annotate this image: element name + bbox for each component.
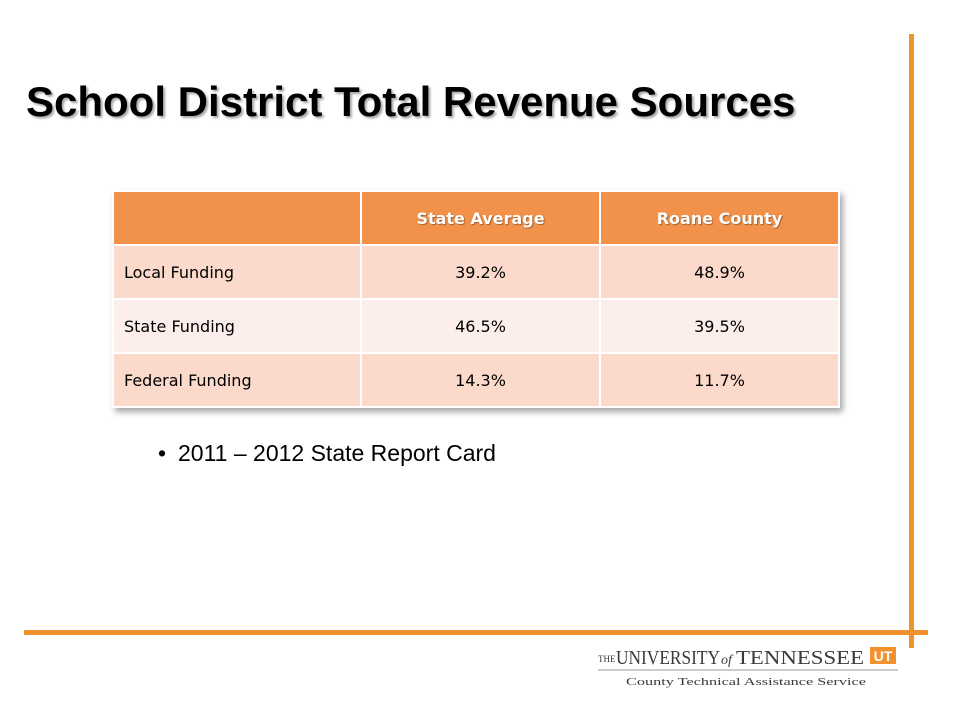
revenue-table: State Average Roane County Local Funding…	[112, 190, 840, 408]
row-label: Federal Funding	[112, 352, 362, 408]
logo-of: of	[721, 653, 734, 668]
bullet-item: • 2011 – 2012 State Report Card	[158, 440, 496, 467]
university-logo: THE UNIVERSITY of TENNESSEE UT County Te…	[598, 647, 898, 688]
logo-the: THE	[598, 654, 616, 664]
roane-county-value: 11.7%	[599, 352, 840, 408]
table-header-row: State Average Roane County	[112, 190, 840, 246]
header-roane-county: Roane County	[599, 190, 840, 246]
roane-county-value: 48.9%	[599, 244, 840, 300]
state-average-value: 39.2%	[360, 244, 601, 300]
table-row: Federal Funding 14.3% 11.7%	[112, 352, 840, 408]
bullet-text: 2011 – 2012 State Report Card	[178, 440, 496, 466]
header-corner-cell	[112, 190, 362, 246]
vertical-accent-line	[909, 34, 914, 648]
state-average-value: 46.5%	[360, 298, 601, 354]
table-row: Local Funding 39.2% 48.9%	[112, 244, 840, 300]
state-average-value: 14.3%	[360, 352, 601, 408]
horizontal-accent-line	[24, 630, 928, 635]
logo-university: UNIVERSITY	[616, 647, 720, 669]
row-label: State Funding	[112, 298, 362, 354]
ut-mark-text: UT	[874, 648, 893, 664]
header-state-average: State Average	[360, 190, 601, 246]
roane-county-value: 39.5%	[599, 298, 840, 354]
logo-subtitle: County Technical Assistance Service	[626, 676, 866, 688]
row-label: Local Funding	[112, 244, 362, 300]
bullet-dot: •	[158, 440, 167, 466]
logo-tennessee: TENNESSEE	[736, 647, 864, 669]
slide-title: School District Total Revenue Sources	[26, 78, 796, 125]
ut-mark-icon	[870, 647, 896, 664]
table-row: State Funding 46.5% 39.5%	[112, 298, 840, 354]
